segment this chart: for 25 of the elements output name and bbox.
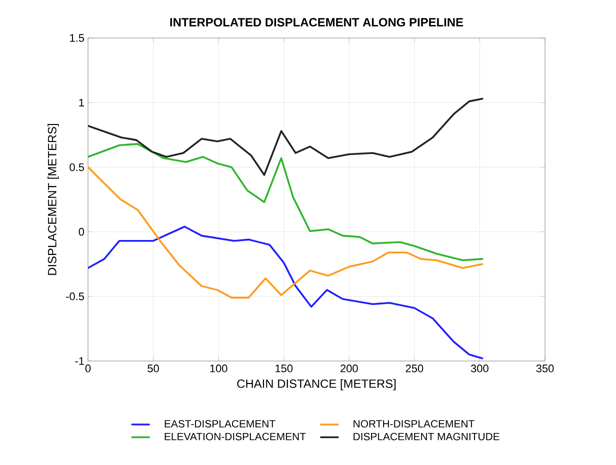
x-axis-title: CHAIN DISTANCE [METERS] bbox=[237, 379, 396, 390]
line-series bbox=[88, 98, 484, 176]
line-series bbox=[88, 143, 484, 262]
legend-label: ELEVATION-DISPLACEMENT bbox=[164, 432, 306, 440]
chart-title: INTERPOLATED DISPLACEMENT ALONG PIPELINE bbox=[170, 18, 464, 26]
y-axis-title: DISPLACEMENT [METERS] bbox=[48, 124, 59, 275]
x-tick-label: 50 bbox=[148, 364, 159, 372]
x-tick-label: 300 bbox=[471, 364, 488, 372]
legend-label: DISPLACEMENT MAGNITUDE bbox=[354, 432, 500, 440]
y-tick-label: 0 bbox=[78, 228, 84, 236]
x-tick-label: 0 bbox=[85, 364, 91, 372]
y-tick-label: -1 bbox=[75, 357, 84, 365]
line-series bbox=[88, 166, 484, 299]
x-tick-label: 250 bbox=[406, 364, 424, 372]
y-tick-label: -0.5 bbox=[66, 292, 84, 300]
line-series bbox=[88, 226, 484, 360]
x-tick-label: 200 bbox=[340, 364, 358, 372]
x-tick-label: 100 bbox=[210, 364, 228, 372]
x-tick-label: 150 bbox=[276, 364, 293, 372]
y-tick-label: 1.5 bbox=[70, 34, 84, 42]
legend-label: NORTH-DISPLACEMENT bbox=[354, 420, 474, 428]
x-tick-label: 350 bbox=[536, 364, 554, 372]
y-tick-label: 1 bbox=[79, 98, 84, 106]
y-tick-label: 0.5 bbox=[70, 163, 84, 172]
legend-label: EAST-DISPLACEMENT bbox=[164, 420, 276, 428]
